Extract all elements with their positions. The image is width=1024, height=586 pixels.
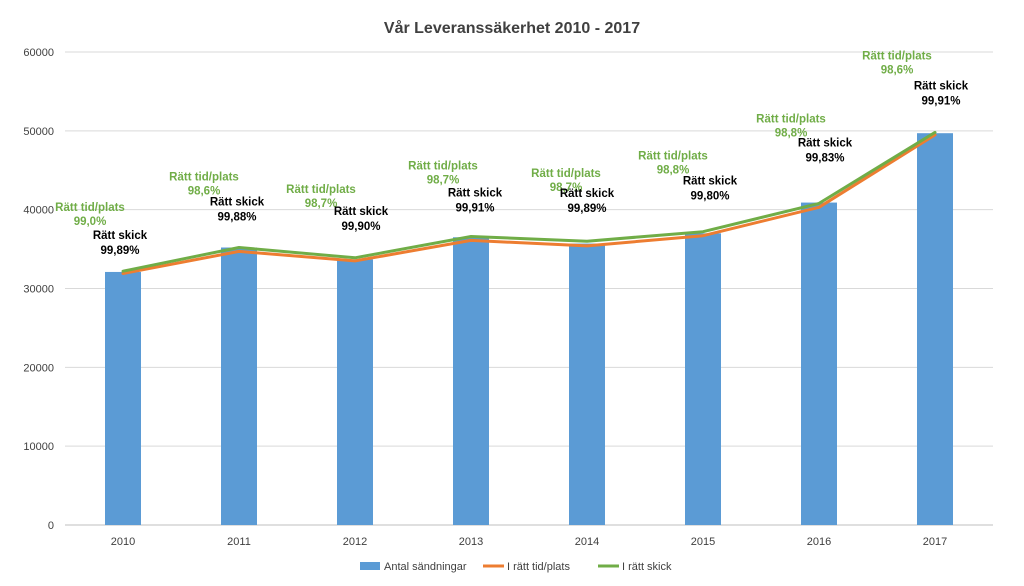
label-skick-title: Rätt skick — [560, 188, 615, 200]
x-tick-label: 2013 — [459, 536, 483, 548]
label-tid-title: Rätt tid/plats — [756, 113, 826, 125]
bar-2015 — [685, 233, 721, 526]
y-axis: 0 10000 20000 30000 40000 50000 60000 — [23, 47, 54, 532]
y-tick-label: 30000 — [23, 284, 54, 296]
bar-2014 — [569, 243, 605, 525]
label-skick-title: Rätt skick — [914, 80, 969, 92]
label-skick-title: Rätt skick — [334, 206, 389, 218]
y-tick-label: 50000 — [23, 126, 54, 138]
label-tid-title: Rätt tid/plats — [169, 172, 239, 184]
label-skick-title: Rätt skick — [210, 197, 265, 209]
y-tick-label: 0 — [48, 520, 54, 532]
label-tid-title: Rätt tid/plats — [55, 202, 125, 214]
legend: Antal sändningar I rätt tid/plats I rätt s… — [360, 561, 672, 573]
line-i-ratt-skick — [121, 130, 937, 273]
label-tid-value: 99,0% — [74, 216, 107, 228]
bar-2016 — [801, 202, 837, 526]
label-skick-value: 99,89% — [567, 203, 606, 215]
y-tick-label: 40000 — [23, 205, 54, 217]
x-tick-label: 2014 — [575, 536, 599, 548]
x-tick-label: 2010 — [111, 536, 135, 548]
chart-title: Vår Leveranssäkerhet 2010 - 2017 — [384, 19, 640, 37]
label-skick-value: 99,83% — [805, 152, 844, 164]
label-skick-value: 99,91% — [921, 95, 960, 107]
bar-2013 — [453, 237, 489, 525]
label-tid-title: Rätt tid/plats — [638, 151, 708, 163]
legend-label-i-ratt-tid-plats: I rätt tid/plats — [507, 561, 570, 573]
x-tick-label: 2016 — [807, 536, 831, 548]
x-tick-label: 2012 — [343, 536, 367, 548]
label-skick-title: Rätt skick — [798, 137, 853, 149]
gridlines — [65, 51, 993, 526]
label-skick-value: 99,91% — [455, 202, 494, 214]
label-tid-value: 98,7% — [305, 198, 338, 210]
label-tid-title: Rätt tid/plats — [531, 168, 601, 180]
label-skick-title: Rätt skick — [448, 187, 503, 199]
label-skick-title: Rätt skick — [93, 230, 148, 242]
legend-swatch-antal-sandningar — [360, 562, 380, 570]
line-i-ratt-tid-plats — [121, 133, 937, 275]
label-tid-value: 98,6% — [188, 186, 221, 198]
y-tick-label: 10000 — [23, 441, 54, 453]
x-tick-label: 2015 — [691, 536, 715, 548]
label-tid-value: 98,8% — [775, 127, 808, 139]
bar-2010 — [105, 271, 141, 525]
label-tid-value: 98,8% — [657, 165, 690, 177]
label-skick-value: 99,89% — [100, 245, 139, 257]
bar-series — [105, 133, 953, 526]
y-tick-label: 20000 — [23, 362, 54, 374]
line-series — [121, 130, 937, 275]
label-tid-title: Rätt tid/plats — [862, 50, 932, 62]
label-skick-value: 99,88% — [217, 212, 256, 224]
label-skick-value: 99,80% — [690, 191, 729, 203]
label-tid-value: 98,7% — [427, 174, 460, 186]
bar-2017 — [917, 133, 953, 525]
x-axis: 2010 2011 2012 2013 2014 2015 2016 2017 — [111, 536, 947, 548]
label-skick-title: Rätt skick — [683, 176, 738, 188]
data-labels: Rätt tid/plats 99,0% Rätt skick 99,89% Rätt … — [55, 50, 969, 257]
x-tick-label: 2017 — [923, 536, 947, 548]
bar-2012 — [337, 259, 373, 525]
x-tick-label: 2011 — [227, 536, 251, 548]
label-tid-title: Rätt tid/plats — [408, 160, 478, 172]
y-tick-label: 60000 — [23, 47, 54, 59]
label-tid-title: Rätt tid/plats — [286, 184, 356, 196]
label-skick-value: 99,90% — [341, 221, 380, 233]
legend-label-antal-sandningar: Antal sändningar — [384, 561, 467, 573]
bar-2011 — [221, 247, 257, 526]
legend-label-i-ratt-skick: I rätt skick — [622, 561, 672, 573]
label-tid-value: 98,7% — [550, 182, 583, 194]
label-tid-value: 98,6% — [881, 64, 914, 76]
